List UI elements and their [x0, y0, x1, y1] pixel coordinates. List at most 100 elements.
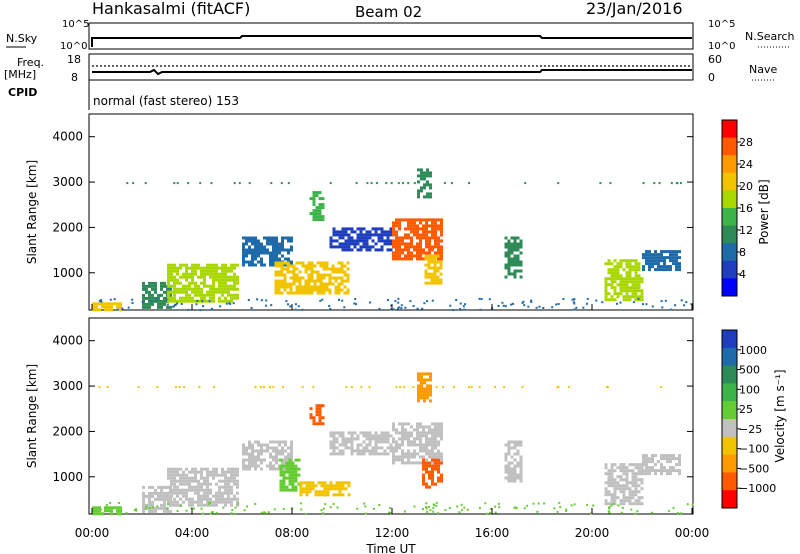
nsky-line — [91, 35, 692, 47]
x-axis: 00:00 04:00 08:00 12:00 16:00 20:00 00:00 — [75, 304, 710, 540]
velocity-colorbar: 1000 500 100 25 −25 −100 −500 −1000 — [721, 329, 776, 509]
x-tick-label: 00:00 — [675, 526, 710, 540]
power-region — [274, 261, 350, 295]
beam-label: Beam 02 — [355, 3, 422, 21]
freq-tick-low: 8 — [71, 71, 78, 84]
date-label: 23/Jan/2016 — [586, 0, 683, 18]
x-tick-label: 12:00 — [375, 526, 410, 540]
colorbar-swatch — [722, 137, 737, 156]
power-region — [424, 254, 443, 285]
freq-unit: [MHz] — [4, 68, 36, 81]
colorbar-swatch — [722, 401, 737, 420]
velocity-region — [422, 458, 443, 489]
colorbar-tick-label: 8 — [739, 246, 746, 259]
colorbar-tick-label: 500 — [739, 364, 760, 377]
power-region — [167, 263, 239, 303]
colorbar-swatch — [722, 155, 737, 174]
colorbar-tick-label: 16 — [739, 202, 753, 215]
freq-panel: Freq. [MHz] 18 8 60 0 Nave — [4, 53, 777, 84]
y-tick-label: 3000 — [52, 379, 83, 393]
power-ylabel: Slant Range [km] — [25, 160, 39, 264]
colorbar-swatch — [722, 436, 737, 456]
colorbar-swatch — [722, 190, 737, 209]
y-tick-label: 2000 — [52, 220, 83, 234]
velocity-yticks: 4000 3000 2000 1000 — [52, 334, 693, 484]
colorbar-tick-label: −25 — [739, 423, 762, 436]
cpid-text: normal (fast stereo) 153 — [93, 94, 239, 108]
velocity-ylabel: Slant Range [km] — [25, 364, 39, 468]
power-region — [604, 259, 644, 302]
nsearch-tick-low: 10^0 — [708, 41, 735, 52]
colorbar-swatch — [722, 172, 737, 191]
power-noise — [98, 182, 693, 312]
freq-line — [92, 68, 692, 76]
velocity-region — [92, 506, 122, 516]
colorbar-tick-label: −100 — [739, 443, 769, 456]
colorbar-swatch — [722, 454, 737, 473]
nave-tick-low: 0 — [708, 71, 715, 84]
colorbar-swatch — [722, 225, 737, 244]
velocity-region — [309, 404, 325, 426]
nsearch-label: N.Search — [745, 30, 795, 43]
colorbar-swatch — [722, 419, 737, 438]
nave-tick-high: 60 — [708, 53, 722, 66]
nsky-tick-high: 10^5 — [62, 19, 89, 30]
nave-label: Nave — [749, 63, 777, 76]
y-tick-label: 4000 — [52, 334, 83, 348]
velocity-region — [167, 467, 239, 507]
power-colorbar: 28 24 20 16 12 8 4 — [721, 119, 753, 297]
colorbar-tick-label: 20 — [739, 180, 753, 193]
power-region — [242, 236, 293, 267]
nsky-tick-low: 10^0 — [60, 41, 87, 52]
colorbar-swatch — [722, 120, 737, 139]
power-data — [92, 168, 693, 312]
power-panel: 4000 3000 2000 1000 Slant Range [km] — [25, 113, 694, 312]
power-region — [329, 227, 393, 252]
power-yticks: 4000 3000 2000 1000 — [52, 130, 693, 280]
colorbar-tick-label: 12 — [739, 224, 753, 237]
colorbar-swatch — [722, 243, 737, 262]
y-tick-label: 4000 — [52, 130, 83, 144]
y-tick-label: 3000 — [52, 175, 83, 189]
power-region — [309, 191, 325, 222]
freq-tick-high: 18 — [67, 53, 81, 66]
power-region — [92, 302, 122, 312]
velocity-region — [329, 431, 393, 456]
y-tick-label: 1000 — [52, 266, 83, 280]
colorbar-tick-label: −1000 — [739, 482, 776, 495]
power-region — [504, 236, 523, 279]
freq-label: Freq. — [17, 56, 44, 69]
velocity-region — [279, 458, 301, 492]
cpid-label: CPID — [8, 86, 37, 99]
colorbar-tick-label: 25 — [739, 403, 753, 416]
colorbar-tick-label: 100 — [739, 383, 760, 396]
x-tick-label: 20:00 — [575, 526, 610, 540]
y-tick-label: 2000 — [52, 424, 83, 438]
colorbar-swatch — [722, 490, 737, 509]
x-tick-label: 04:00 — [175, 526, 210, 540]
velocity-region — [642, 454, 681, 476]
power-region — [642, 250, 681, 272]
colorbar-tick-label: 1000 — [739, 344, 767, 357]
colorbar-tick-label: 4 — [739, 268, 746, 281]
velocity-region — [417, 372, 432, 403]
velocity-region — [504, 440, 523, 483]
station-title: Hankasalmi (fitACF) — [92, 0, 250, 18]
velocity-region — [242, 440, 293, 471]
velocity-region — [392, 422, 443, 465]
colorbar-swatch — [722, 278, 737, 297]
x-tick-label: 00:00 — [75, 526, 110, 540]
colorbar-tick-label: 24 — [739, 158, 753, 171]
velocity-data — [92, 372, 694, 516]
velocity-panel: 4000 3000 2000 1000 Slant Range [km] — [25, 317, 694, 516]
colorbar-swatch — [722, 365, 737, 384]
power-region — [417, 168, 432, 199]
nsky-label: N.Sky — [6, 32, 38, 45]
colorbar-swatch — [722, 330, 737, 349]
x-tick-label: 16:00 — [475, 526, 510, 540]
colorbar-swatch — [722, 383, 737, 402]
velocity-region — [299, 481, 351, 497]
x-tick-label: 08:00 — [275, 526, 310, 540]
colorbar-tick-label: −500 — [739, 462, 769, 475]
nsky-panel: N.Sky 10^5 10^0 10^5 10^0 N.Search — [6, 19, 795, 52]
